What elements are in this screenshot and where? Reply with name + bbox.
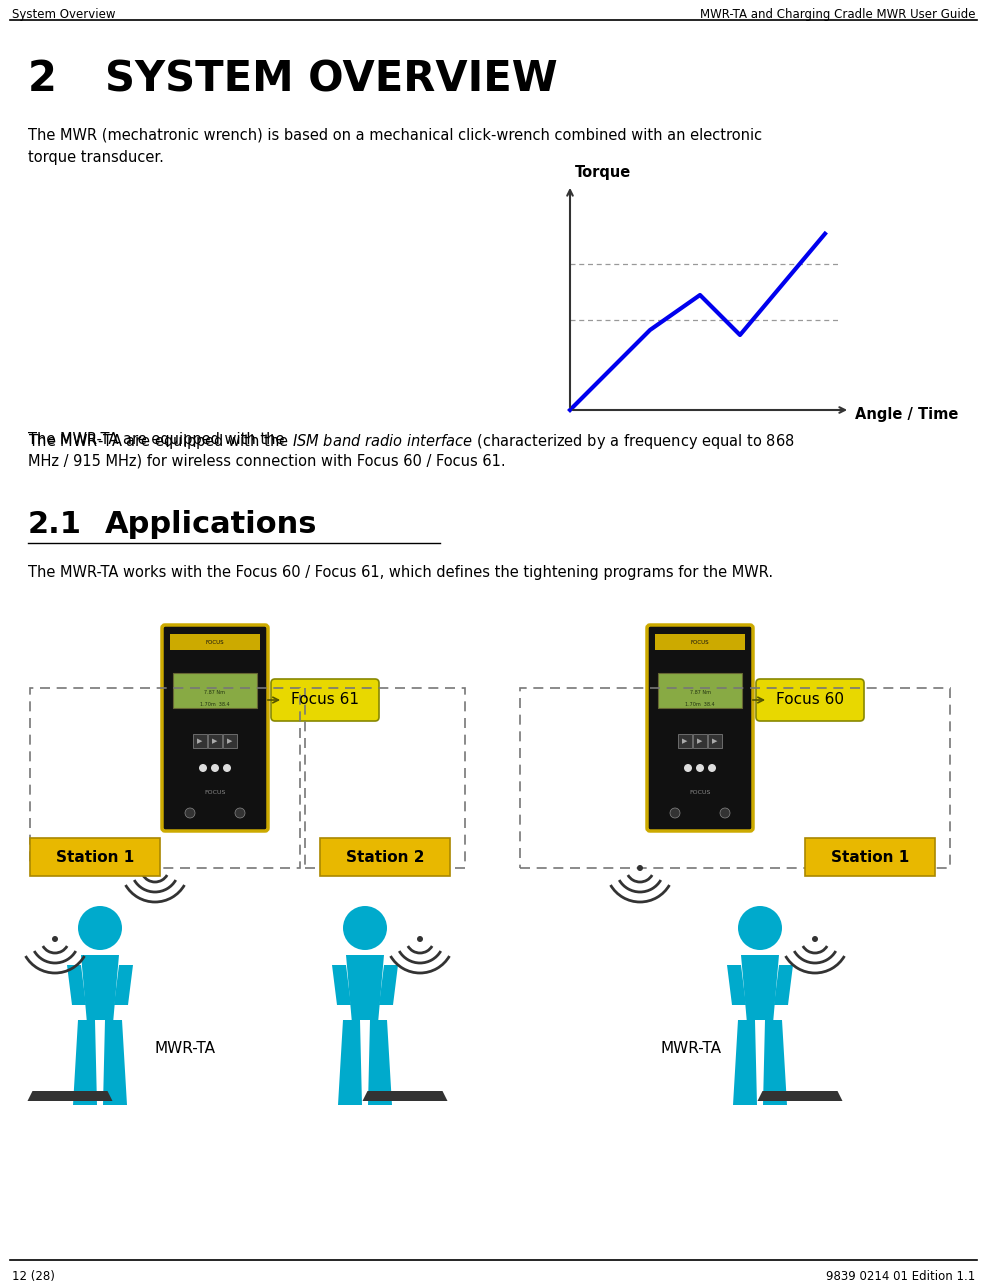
Text: MWR-TA: MWR-TA [155, 1041, 216, 1056]
Text: The MWR (mechatronic wrench) is based on a mechanical click-wrench combined with: The MWR (mechatronic wrench) is based on… [28, 128, 761, 142]
Text: Station 1: Station 1 [830, 849, 908, 865]
Circle shape [211, 763, 219, 772]
Circle shape [416, 937, 423, 942]
Circle shape [184, 808, 195, 819]
Polygon shape [756, 1091, 821, 1101]
Bar [223, 734, 237, 748]
FancyBboxPatch shape [271, 679, 379, 721]
Circle shape [235, 808, 245, 819]
Bar [707, 734, 722, 748]
FancyBboxPatch shape [162, 625, 268, 831]
Text: SYSTEM OVERVIEW: SYSTEM OVERVIEW [105, 58, 557, 100]
Polygon shape [47, 1091, 112, 1101]
FancyBboxPatch shape [647, 625, 752, 831]
Polygon shape [114, 965, 133, 1005]
Polygon shape [28, 1091, 93, 1101]
Text: Angle / Time: Angle / Time [854, 408, 957, 422]
Text: ▶: ▶ [197, 738, 202, 744]
Text: Torque: Torque [575, 166, 631, 180]
Polygon shape [368, 1020, 391, 1105]
Polygon shape [346, 955, 384, 1020]
Bar [658, 674, 741, 708]
Circle shape [223, 763, 231, 772]
Text: ▶: ▶ [212, 738, 218, 744]
Bar [677, 734, 691, 748]
Bar [208, 734, 222, 748]
Text: ▶: ▶ [227, 738, 233, 744]
Text: FOCUS: FOCUS [688, 790, 710, 795]
Text: MWR-TA: MWR-TA [660, 1041, 720, 1056]
Text: FOCUS: FOCUS [690, 639, 709, 644]
Text: MHz / 915 MHz) for wireless connection with Focus 60 / Focus 61.: MHz / 915 MHz) for wireless connection w… [28, 454, 505, 470]
Bar [520, 688, 950, 869]
Circle shape [636, 865, 642, 871]
Text: 2.1: 2.1 [28, 511, 82, 539]
Polygon shape [773, 965, 792, 1005]
Polygon shape [740, 955, 778, 1020]
Bar [30, 688, 300, 869]
Bar [193, 734, 207, 748]
Text: The MWR-TA works with the Focus 60 / Focus 61, which defines the tightening prog: The MWR-TA works with the Focus 60 / Foc… [28, 565, 772, 580]
Text: 9839 0214 01 Edition 1.1: 9839 0214 01 Edition 1.1 [825, 1270, 974, 1283]
Polygon shape [81, 955, 119, 1020]
Text: System Overview: System Overview [12, 8, 115, 21]
Bar [170, 634, 259, 650]
Circle shape [669, 808, 679, 819]
Circle shape [695, 763, 703, 772]
Text: ▶: ▶ [696, 738, 702, 744]
Circle shape [683, 763, 691, 772]
Polygon shape [762, 1020, 786, 1105]
Polygon shape [733, 1020, 756, 1105]
Bar [692, 734, 706, 748]
Polygon shape [331, 965, 351, 1005]
Text: Focus 61: Focus 61 [291, 693, 359, 707]
Circle shape [199, 763, 207, 772]
Polygon shape [777, 1091, 842, 1101]
Text: FOCUS: FOCUS [204, 790, 226, 795]
Text: Applications: Applications [105, 511, 317, 539]
Circle shape [811, 937, 817, 942]
Polygon shape [383, 1091, 447, 1101]
FancyBboxPatch shape [30, 838, 160, 876]
Text: Focus 60: Focus 60 [775, 693, 843, 707]
Text: 1.70m  38.4: 1.70m 38.4 [200, 703, 230, 707]
Bar [655, 634, 744, 650]
Bar [305, 688, 464, 869]
Text: MWR-TA and Charging Cradle MWR User Guide: MWR-TA and Charging Cradle MWR User Guid… [699, 8, 974, 21]
Text: Station 2: Station 2 [345, 849, 424, 865]
Text: 7.87 Nm: 7.87 Nm [204, 690, 225, 695]
Polygon shape [73, 1020, 97, 1105]
Circle shape [738, 906, 781, 949]
Circle shape [719, 808, 730, 819]
Circle shape [707, 763, 715, 772]
Polygon shape [379, 965, 397, 1005]
FancyBboxPatch shape [755, 679, 863, 721]
Polygon shape [337, 1020, 362, 1105]
Circle shape [52, 937, 58, 942]
Text: The MWR-TA are equipped with the $\it{ISM\ band\ radio\ interface}$ (characteriz: The MWR-TA are equipped with the $\it{IS… [28, 432, 794, 452]
Circle shape [78, 906, 122, 949]
Bar [173, 674, 256, 708]
Text: FOCUS: FOCUS [205, 639, 224, 644]
Text: 7.87 Nm: 7.87 Nm [689, 690, 710, 695]
Circle shape [152, 865, 158, 871]
FancyBboxPatch shape [319, 838, 450, 876]
Text: 1.70m  38.4: 1.70m 38.4 [684, 703, 714, 707]
Circle shape [343, 906, 387, 949]
Polygon shape [727, 965, 745, 1005]
Polygon shape [103, 1020, 127, 1105]
Polygon shape [67, 965, 86, 1005]
Text: ▶: ▶ [681, 738, 687, 744]
FancyBboxPatch shape [805, 838, 934, 876]
Text: ▶: ▶ [712, 738, 717, 744]
Text: 2: 2 [28, 58, 57, 100]
Text: Station 1: Station 1 [56, 849, 134, 865]
Polygon shape [362, 1091, 427, 1101]
Text: The MWR-TA are equipped with the: The MWR-TA are equipped with the [28, 432, 289, 446]
Text: 12 (28): 12 (28) [12, 1270, 55, 1283]
Text: torque transducer.: torque transducer. [28, 150, 164, 166]
